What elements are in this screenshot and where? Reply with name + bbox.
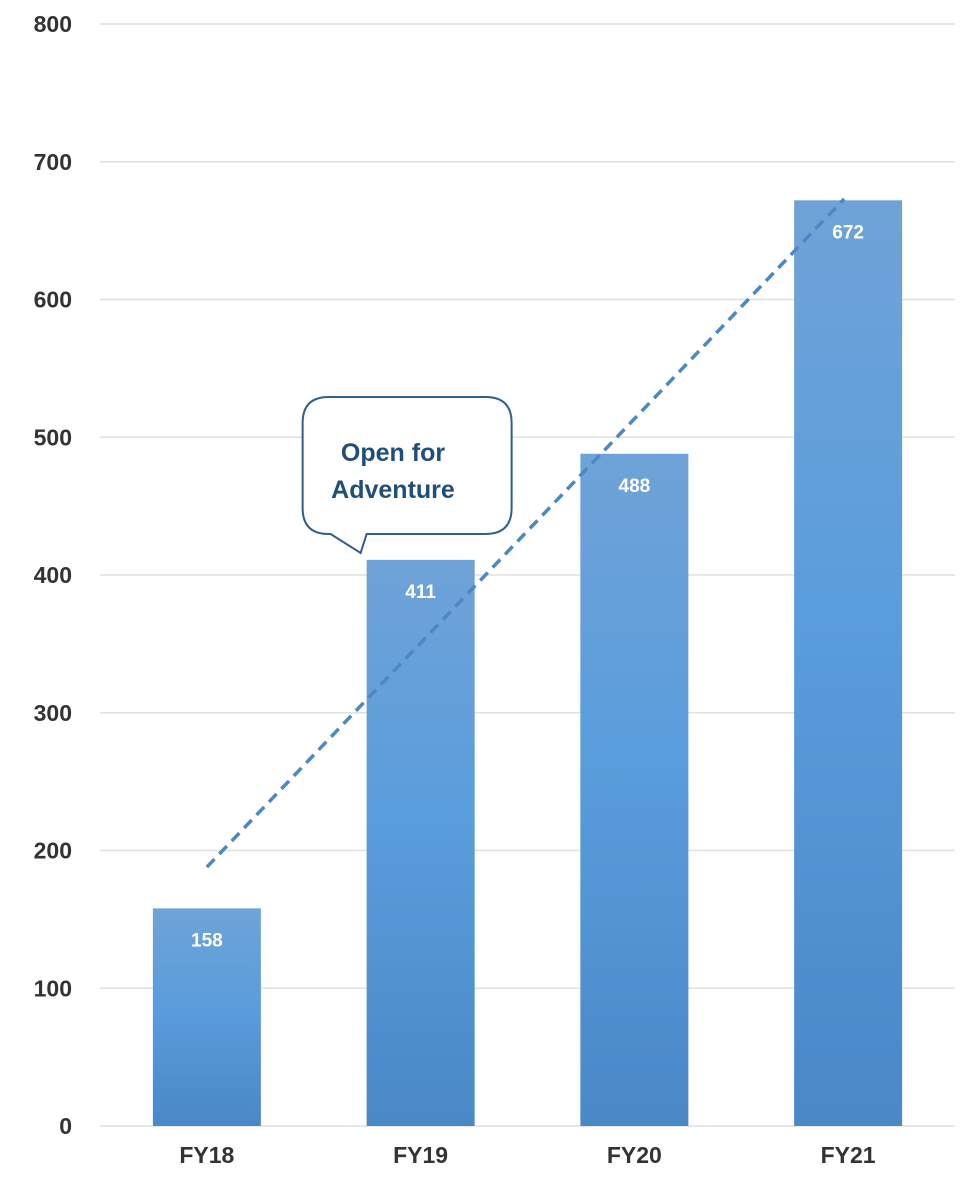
data-label: 488 (619, 476, 651, 497)
bar-fy20 (580, 453, 689, 1126)
y-tick-label: 100 (34, 975, 72, 1001)
bars (152, 200, 903, 1126)
trendline-layer (205, 197, 846, 869)
data-label: 411 (405, 582, 436, 603)
callout-text: Adventure (331, 476, 455, 504)
data-label: 158 (191, 930, 223, 951)
x-tick-label: FY20 (607, 1142, 662, 1168)
data-label: 672 (832, 222, 864, 243)
x-axis-ticks: FY18 FY19 FY20 FY21 (179, 1142, 875, 1168)
trendline (205, 197, 846, 869)
callout-annotation: Open for Adventure (301, 396, 513, 555)
y-axis-ticks: 0 100 200 300 400 500 600 700 800 (34, 11, 72, 1139)
bar-fy21 (794, 200, 903, 1126)
x-tick-label: FY21 (821, 1142, 876, 1168)
y-tick-label: 400 (34, 562, 72, 588)
y-tick-label: 0 (59, 1113, 72, 1139)
callout-bubble (301, 396, 513, 555)
y-tick-label: 700 (34, 149, 72, 175)
y-tick-label: 300 (34, 700, 72, 726)
bar-fy19 (366, 559, 475, 1126)
x-tick-label: FY18 (179, 1142, 234, 1168)
y-tick-label: 600 (34, 287, 72, 313)
y-tick-label: 500 (34, 424, 72, 450)
y-tick-label: 800 (34, 11, 72, 37)
x-tick-label: FY19 (393, 1142, 448, 1168)
callout-text: Open for (341, 439, 445, 467)
data-labels: 158 411 488 672 (191, 222, 864, 951)
y-tick-label: 200 (34, 838, 72, 864)
bar-fy18 (152, 908, 261, 1126)
